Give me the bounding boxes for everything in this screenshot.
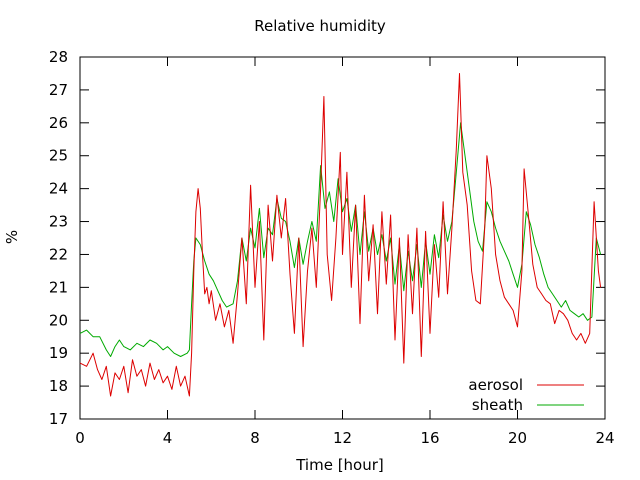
y-tick-label: 26 bbox=[49, 114, 68, 132]
y-tick-label: 22 bbox=[49, 245, 68, 263]
y-tick-label: 27 bbox=[49, 81, 68, 99]
x-tick-label: 16 bbox=[420, 429, 439, 447]
y-tick-label: 24 bbox=[49, 180, 68, 198]
y-tick-label: 23 bbox=[49, 213, 68, 231]
y-tick-label: 17 bbox=[49, 410, 68, 428]
x-tick-label: 0 bbox=[75, 429, 85, 447]
x-tick-label: 4 bbox=[163, 429, 173, 447]
y-tick-label: 20 bbox=[49, 311, 68, 329]
series-line-sheath bbox=[79, 122, 602, 357]
x-axis-label: Time [hour] bbox=[296, 456, 384, 474]
series-line-aerosol bbox=[79, 73, 602, 397]
legend-label-sheath: sheath bbox=[472, 396, 523, 414]
series-group bbox=[79, 73, 602, 397]
x-tick-label: 20 bbox=[508, 429, 527, 447]
legend-label-aerosol: aerosol bbox=[468, 376, 523, 394]
x-tick-label: 24 bbox=[595, 429, 614, 447]
y-tick-label: 21 bbox=[49, 278, 68, 296]
chart-title: Relative humidity bbox=[254, 17, 386, 35]
legend: aerosol sheath bbox=[468, 376, 584, 414]
y-tick-label: 28 bbox=[49, 48, 68, 66]
y-tick-label: 19 bbox=[49, 344, 68, 362]
y-tick-label: 25 bbox=[49, 147, 68, 165]
x-tick-label: 8 bbox=[250, 429, 260, 447]
axis-ticks: 0 4 8 12 16 20 24 17 18 19 20 21 22 23 24 25 26 27 28 bbox=[49, 48, 615, 447]
y-axis-label: % bbox=[3, 229, 21, 245]
x-tick-label: 12 bbox=[333, 429, 352, 447]
y-tick-label: 18 bbox=[49, 377, 68, 395]
